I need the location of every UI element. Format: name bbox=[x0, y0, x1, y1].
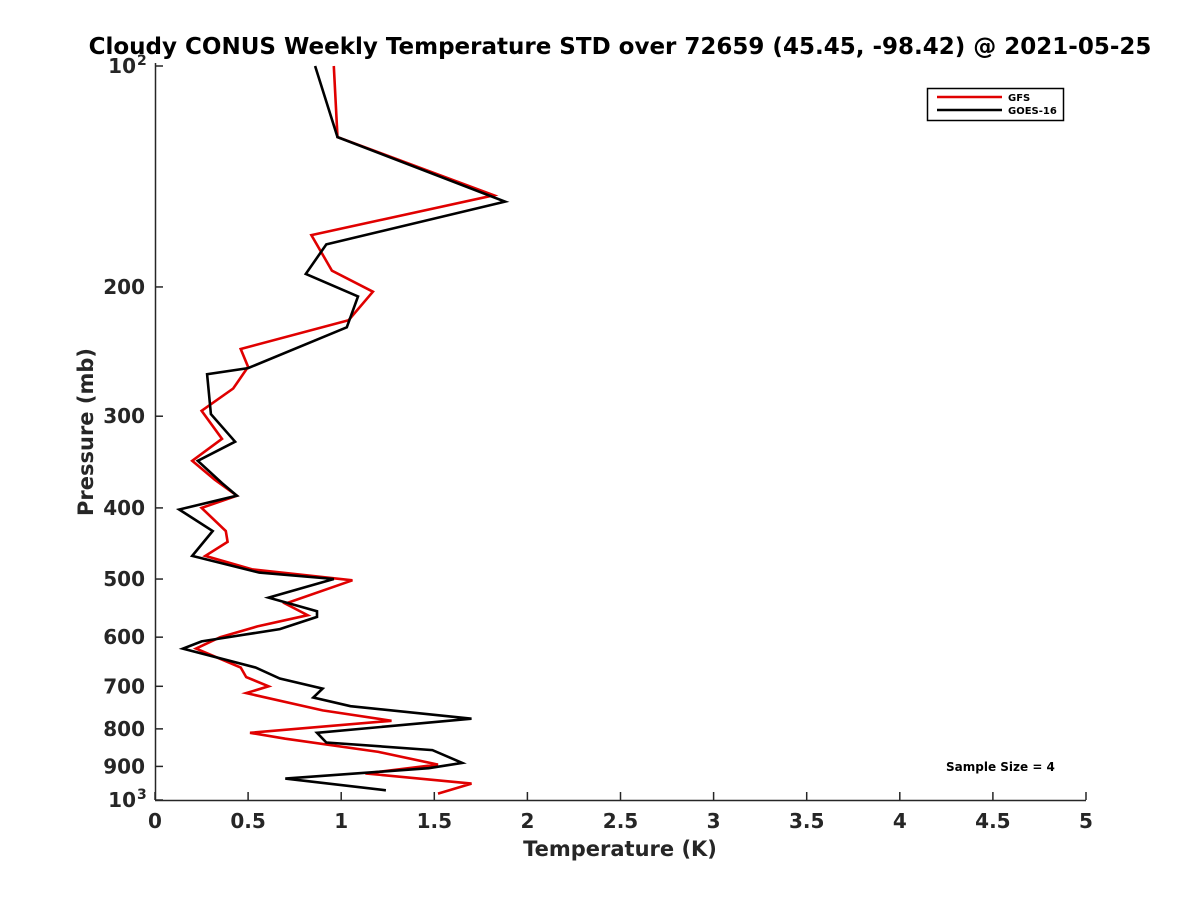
plot-area: 0 0.5 1 1.5 2 2.5 3 3.5 4 4.5 5 10 2200300400500600… bbox=[103, 53, 1093, 833]
series-line-goes16 bbox=[175, 65, 510, 792]
x-tick-label: 1 bbox=[334, 809, 348, 833]
legend-label-gfs: GFS bbox=[1008, 93, 1030, 104]
y-tick-label: 400 bbox=[103, 496, 145, 520]
y-axis-label: Pressure (mb) bbox=[74, 348, 98, 516]
x-tick-label: 3.5 bbox=[789, 809, 824, 833]
sample-size-annotation: Sample Size = 4 bbox=[946, 760, 1055, 774]
x-tick-label: 0.5 bbox=[230, 809, 265, 833]
x-tick-label: 2.5 bbox=[603, 809, 638, 833]
x-tick-label: 3 bbox=[707, 809, 721, 833]
y-tick-label: 900 bbox=[103, 754, 145, 778]
y-tick-label: 10 bbox=[108, 54, 136, 78]
y-tick-exponent: 2 bbox=[137, 53, 147, 69]
y-tick-exponent: 3 bbox=[137, 787, 147, 803]
x-tick-label: 4.5 bbox=[975, 809, 1010, 833]
x-tick-label: 0 bbox=[148, 809, 162, 833]
y-tick-label: 800 bbox=[103, 717, 145, 741]
y-tick-label: 200 bbox=[103, 275, 145, 299]
series-layer bbox=[175, 65, 510, 795]
y-tick-label: 700 bbox=[103, 674, 145, 698]
x-axis-ticks: 0 0.5 1 1.5 2 2.5 3 3.5 4 4.5 5 bbox=[148, 792, 1093, 833]
x-tick-label: 5 bbox=[1079, 809, 1093, 833]
x-axis-label: Temperature (K) bbox=[523, 837, 717, 861]
legend-box bbox=[926, 87, 1065, 122]
y-tick-label: 600 bbox=[103, 625, 145, 649]
y-tick-label: 500 bbox=[103, 567, 145, 591]
series-line-gfs bbox=[190, 65, 499, 795]
x-tick-label: 2 bbox=[520, 809, 534, 833]
x-tick-label: 4 bbox=[893, 809, 907, 833]
x-tick-label: 1.5 bbox=[417, 809, 452, 833]
legend-label-goes16: GOES-16 bbox=[1008, 106, 1057, 117]
legend: GFS GOES-16 bbox=[926, 87, 1065, 122]
y-tick-label: 10 bbox=[108, 788, 136, 812]
y-tick-label: 300 bbox=[103, 404, 145, 428]
chart-title: Cloudy CONUS Weekly Temperature STD over… bbox=[89, 34, 1152, 60]
